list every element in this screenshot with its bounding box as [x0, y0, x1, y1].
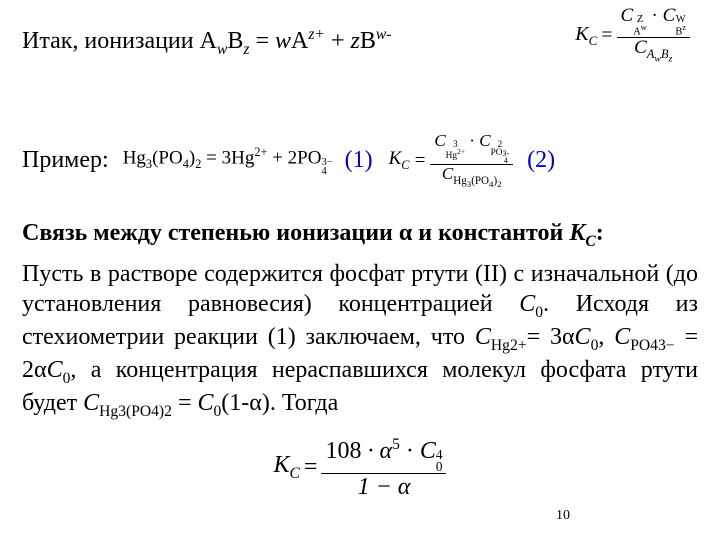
text: Hg: [123, 148, 146, 169]
var: C: [197, 390, 213, 416]
kc-formula-1: KC = CZAw · CWBz CAwBz: [575, 6, 690, 65]
text: + 2PO: [267, 148, 321, 169]
text: =: [172, 390, 198, 416]
eq: =: [601, 24, 612, 47]
sub: 4: [503, 157, 510, 164]
sub: 0: [436, 461, 443, 473]
ionization-line: Итак, ионизации AwBz = wAz+ + zBw- KC = …: [22, 12, 698, 72]
sup: w: [641, 23, 647, 32]
var: C: [47, 357, 63, 383]
var: K: [274, 452, 290, 478]
page: Итак, ионизации AwBz = wAz+ + zBw- KC = …: [0, 0, 720, 540]
den: 1 − α: [358, 474, 411, 500]
var: C: [420, 438, 436, 464]
var: C: [475, 324, 491, 350]
var: C: [519, 291, 535, 317]
superscript: w-: [376, 26, 392, 43]
var: K: [569, 220, 585, 246]
text: (1-α). Тогда: [221, 390, 338, 416]
dot: ·: [469, 131, 475, 150]
kc-formula-2: KC = C3Hg2+ · C2PO3-4 CHg3(PO4)2: [389, 132, 514, 190]
sub: w: [654, 54, 661, 65]
var: K: [575, 23, 588, 45]
var: C: [634, 37, 647, 58]
text: ,: [598, 324, 614, 350]
sub: C: [585, 233, 595, 250]
eq: =: [414, 150, 427, 172]
var: C: [614, 324, 630, 350]
sup: 2+: [254, 145, 267, 159]
sub: 4: [321, 167, 332, 176]
fraction: 108 · α5 · C40 1 − α: [321, 436, 446, 500]
sub: PO43−: [630, 337, 674, 354]
sub: (PO: [471, 175, 489, 187]
sub: 2: [497, 179, 501, 189]
var: · α: [361, 438, 392, 464]
fraction: CZAw · CWBz CAwBz: [617, 6, 690, 65]
label-2: (2): [527, 147, 555, 174]
text: (PO: [152, 148, 183, 169]
text: = 3α: [527, 324, 575, 350]
sup: 2+: [457, 147, 465, 156]
example-line: Пример: Hg3(PO4)2 = 3Hg2+ + 2PO3−4 (1) K…: [22, 132, 698, 190]
text: B: [360, 28, 376, 54]
var: C: [575, 324, 591, 350]
var: C: [83, 390, 99, 416]
reaction-equation: Hg3(PO4)2 = 3Hg2+ + 2PO3−4: [123, 145, 333, 176]
var: K: [389, 148, 402, 169]
example-label: Пример:: [22, 147, 109, 174]
sub: B: [661, 47, 669, 61]
sub: z: [669, 54, 673, 65]
subscript: C: [589, 33, 598, 48]
dot: ·: [400, 438, 420, 464]
sub: C: [401, 158, 409, 172]
sup: z: [682, 23, 686, 32]
sub: Hg: [453, 175, 467, 187]
label-1: (1): [345, 147, 373, 174]
text: =: [249, 28, 275, 54]
sub: 0: [535, 303, 543, 320]
final-formula: KC = 108 · α5 · C40 1 − α: [22, 436, 698, 500]
var: C: [663, 5, 676, 26]
page-number: 10: [556, 508, 570, 524]
eq: =: [304, 454, 318, 481]
text: +: [325, 28, 351, 54]
sub: PO: [491, 148, 503, 158]
num: 108: [325, 438, 361, 464]
var: w: [275, 28, 291, 54]
subscript: w: [217, 40, 227, 57]
text: = 3Hg: [201, 148, 254, 169]
var: C: [621, 5, 634, 26]
var: C: [442, 164, 453, 183]
dot: ·: [652, 5, 658, 26]
section-heading: Связь между степенью ионизации α и конст…: [22, 220, 698, 251]
sup: 5: [392, 436, 400, 453]
var: z: [351, 28, 360, 54]
sub: Hg3(PO4)2: [99, 403, 172, 420]
sub: C: [290, 465, 300, 482]
text: :: [596, 220, 604, 246]
superscript: z+: [308, 26, 325, 43]
sub: Hg: [446, 151, 457, 161]
sub: A: [633, 27, 641, 38]
text: Связь между степенью ионизации α и конст…: [22, 220, 569, 246]
var: C: [434, 131, 445, 150]
sub: Hg2+: [491, 337, 527, 354]
text: A: [291, 28, 308, 54]
body-paragraph: Пусть в растворе содержится фосфат ртути…: [22, 259, 698, 422]
fraction: C3Hg2+ · C2PO3-4 CHg3(PO4)2: [430, 132, 513, 190]
text: B: [227, 28, 243, 54]
text: Итак, ионизации A: [22, 28, 217, 54]
var: C: [479, 131, 490, 150]
